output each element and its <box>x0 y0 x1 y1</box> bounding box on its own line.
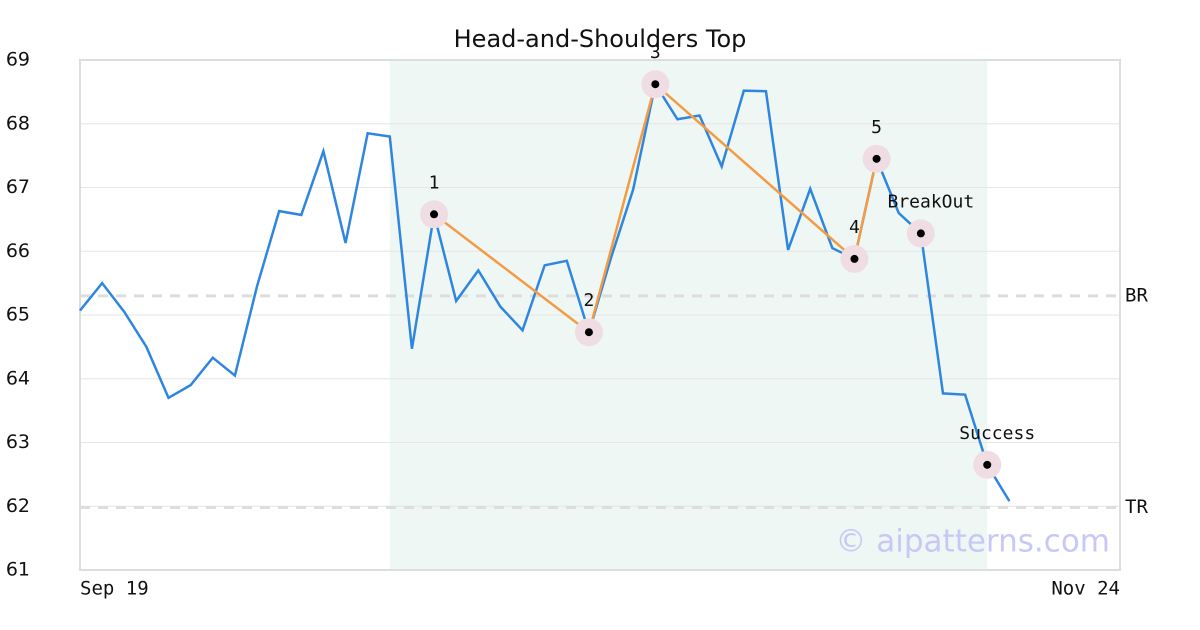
point-dot <box>872 154 881 163</box>
y-tick-label: 65 <box>6 304 30 326</box>
y-tick-label: 63 <box>6 431 30 453</box>
point-dot <box>584 328 593 337</box>
y-tick-label: 64 <box>6 367 30 389</box>
point-dot <box>430 210 439 219</box>
y-tick-label: 66 <box>6 240 30 262</box>
point-label: 3 <box>650 42 661 63</box>
point-label: BreakOut <box>887 191 974 212</box>
plot-frame <box>79 59 1121 571</box>
point-label: Success <box>959 423 1035 444</box>
y-tick-label: 68 <box>6 112 30 134</box>
point-dot <box>850 254 859 263</box>
point-dot <box>651 80 660 89</box>
point-label: 5 <box>871 117 882 138</box>
y-tick-label: 69 <box>6 49 30 71</box>
y-tick-label: 62 <box>6 495 30 517</box>
x-tick-label: Sep 19 <box>80 578 149 600</box>
watermark: © aipatterns.com <box>835 524 1110 560</box>
chart-title: Head-and-Shoulders Top <box>454 25 747 53</box>
level-label: BR <box>1125 284 1148 306</box>
point-dot <box>983 460 992 469</box>
point-label: 2 <box>584 290 595 311</box>
level-label: TR <box>1125 496 1148 518</box>
point-dot <box>916 229 925 238</box>
point-label: 4 <box>849 217 860 238</box>
y-tick-label: 61 <box>6 559 30 581</box>
point-label: 1 <box>429 172 440 193</box>
x-tick-label: Nov 24 <box>1051 578 1120 600</box>
y-tick-label: 67 <box>6 176 30 198</box>
